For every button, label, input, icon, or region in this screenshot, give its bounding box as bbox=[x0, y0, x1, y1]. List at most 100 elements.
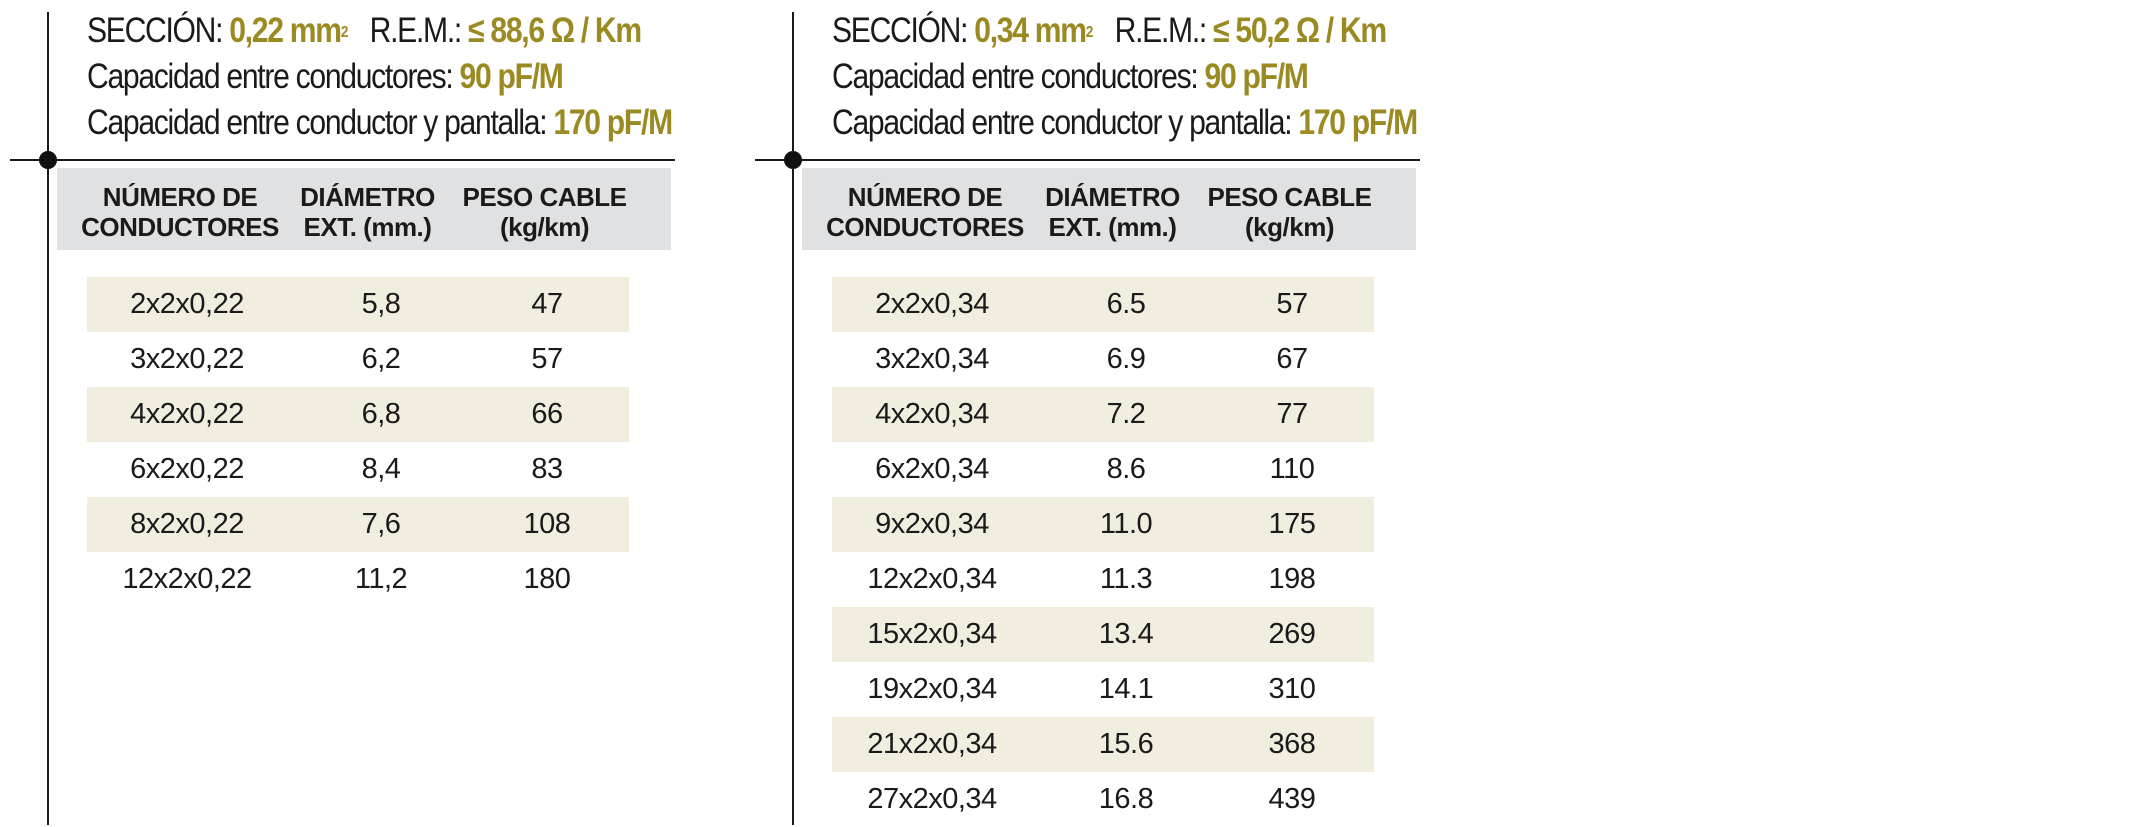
cable-spec-panel-034: SECCIÓN: 0,34 mm2 R.E.M.: ≤ 50,2 Ω / Km … bbox=[745, 0, 1445, 825]
table-row: 3x2x0,34 6.9 67 bbox=[832, 332, 1374, 387]
cell-conductors: 2x2x0,34 bbox=[875, 288, 989, 320]
cell-conductors: 12x2x0,34 bbox=[867, 563, 997, 595]
header-weight: PESO CABLE (kg/km) bbox=[1207, 182, 1372, 242]
cell-weight: 66 bbox=[531, 398, 563, 430]
bullet-dot bbox=[784, 151, 802, 169]
capacity-shield-value: 170 pF/M bbox=[553, 103, 673, 142]
capacity-conductors-value: 90 pF/M bbox=[459, 57, 564, 96]
capacity-shield-value: 170 pF/M bbox=[1298, 103, 1418, 142]
table-row: 2x2x0,22 5,8 47 bbox=[87, 277, 629, 332]
header-diameter: DIÁMETRO EXT. (mm.) bbox=[1045, 182, 1180, 242]
table-row: 8x2x0,22 7,6 108 bbox=[87, 497, 629, 552]
table-row: 12x2x0,22 11,2 180 bbox=[87, 552, 629, 607]
cell-conductors: 3x2x0,34 bbox=[875, 343, 989, 375]
cell-conductors: 3x2x0,22 bbox=[130, 343, 244, 375]
horizontal-rule bbox=[10, 159, 675, 161]
table-row: 4x2x0,34 7.2 77 bbox=[832, 387, 1374, 442]
cell-weight: 47 bbox=[531, 288, 563, 320]
cell-weight: 198 bbox=[1268, 563, 1316, 595]
cell-diameter: 5,8 bbox=[361, 288, 401, 320]
cell-diameter: 6,8 bbox=[361, 398, 401, 430]
cell-weight: 269 bbox=[1268, 618, 1316, 650]
cell-conductors: 2x2x0,22 bbox=[130, 288, 244, 320]
cell-conductors: 27x2x0,34 bbox=[867, 783, 997, 815]
spec-line-section: SECCIÓN: 0,34 mm2 R.E.M.: ≤ 50,2 Ω / Km bbox=[832, 10, 1387, 52]
capacity-conductors-label: Capacidad entre conductores: bbox=[832, 57, 1199, 96]
table-row: 19x2x0,34 14.1 310 bbox=[832, 662, 1374, 717]
rem-label: R.E.M.: bbox=[1114, 11, 1208, 50]
cell-weight: 77 bbox=[1276, 398, 1308, 430]
table-row: 12x2x0,34 11.3 198 bbox=[832, 552, 1374, 607]
cell-weight: 368 bbox=[1268, 728, 1316, 760]
cell-weight: 67 bbox=[1276, 343, 1308, 375]
bullet-dot bbox=[39, 151, 57, 169]
table-row: 4x2x0,22 6,8 66 bbox=[87, 387, 629, 442]
table-row: 6x2x0,34 8.6 110 bbox=[832, 442, 1374, 497]
header-diameter: DIÁMETRO EXT. (mm.) bbox=[300, 182, 435, 242]
cell-weight: 180 bbox=[523, 563, 571, 595]
cell-diameter: 6,2 bbox=[361, 343, 401, 375]
cell-conductors: 4x2x0,22 bbox=[130, 398, 244, 430]
cell-weight: 110 bbox=[1269, 453, 1315, 485]
spec-line-capacity-shield: Capacidad entre conductor y pantalla: 17… bbox=[832, 102, 1418, 144]
cell-diameter: 7.2 bbox=[1106, 398, 1146, 430]
spec-line-section: SECCIÓN: 0,22 mm2 R.E.M.: ≤ 88,6 Ω / Km bbox=[87, 10, 642, 52]
table-row: 3x2x0,22 6,2 57 bbox=[87, 332, 629, 387]
spec-line-capacity-conductors: Capacidad entre conductores: 90 pF/M bbox=[832, 56, 1309, 98]
cell-weight: 108 bbox=[523, 508, 571, 540]
cell-conductors: 8x2x0,22 bbox=[130, 508, 244, 540]
header-weight: PESO CABLE (kg/km) bbox=[462, 182, 627, 242]
cell-diameter: 8,4 bbox=[361, 453, 401, 485]
cell-diameter: 7,6 bbox=[361, 508, 401, 540]
cell-weight: 175 bbox=[1268, 508, 1316, 540]
table-row: 21x2x0,34 15.6 368 bbox=[832, 717, 1374, 772]
cable-spec-panel-022: SECCIÓN: 0,22 mm2 R.E.M.: ≤ 88,6 Ω / Km … bbox=[0, 0, 700, 825]
rem-value: ≤ 50,2 Ω / Km bbox=[1213, 11, 1387, 50]
cell-diameter: 11.3 bbox=[1099, 563, 1153, 595]
capacity-shield-label: Capacidad entre conductor y pantalla: bbox=[832, 103, 1293, 142]
horizontal-rule bbox=[755, 159, 1420, 161]
cell-diameter: 14.1 bbox=[1098, 673, 1154, 705]
table-header: NÚMERO DE CONDUCTORES DIÁMETRO EXT. (mm.) … bbox=[802, 168, 1416, 250]
capacity-conductors-value: 90 pF/M bbox=[1204, 57, 1309, 96]
section-label: SECCIÓN: bbox=[832, 11, 968, 50]
spec-line-capacity-conductors: Capacidad entre conductores: 90 pF/M bbox=[87, 56, 564, 98]
table-row: 15x2x0,34 13.4 269 bbox=[832, 607, 1374, 662]
table-header: NÚMERO DE CONDUCTORES DIÁMETRO EXT. (mm.) … bbox=[57, 168, 671, 250]
table-row: 27x2x0,34 16.8 439 bbox=[832, 772, 1374, 827]
cell-conductors: 6x2x0,22 bbox=[130, 453, 244, 485]
cell-diameter: 11,2 bbox=[354, 563, 408, 595]
cell-conductors: 15x2x0,34 bbox=[867, 618, 997, 650]
cell-diameter: 13.4 bbox=[1098, 618, 1154, 650]
section-label: SECCIÓN: bbox=[87, 11, 223, 50]
rem-label: R.E.M.: bbox=[369, 11, 463, 50]
vertical-rule bbox=[47, 12, 49, 825]
cell-diameter: 6.9 bbox=[1106, 343, 1146, 375]
cell-weight: 83 bbox=[531, 453, 563, 485]
cell-conductors: 4x2x0,34 bbox=[875, 398, 989, 430]
cell-conductors: 19x2x0,34 bbox=[867, 673, 997, 705]
cell-conductors: 9x2x0,34 bbox=[875, 508, 989, 540]
cell-diameter: 11.0 bbox=[1099, 508, 1153, 540]
cell-conductors: 21x2x0,34 bbox=[867, 728, 997, 760]
header-conductors: NÚMERO DE CONDUCTORES bbox=[826, 182, 1024, 242]
table-row: 6x2x0,22 8,4 83 bbox=[87, 442, 629, 497]
cell-weight: 57 bbox=[531, 343, 563, 375]
rem-value: ≤ 88,6 Ω / Km bbox=[468, 11, 642, 50]
cell-diameter: 8.6 bbox=[1106, 453, 1146, 485]
spec-line-capacity-shield: Capacidad entre conductor y pantalla: 17… bbox=[87, 102, 673, 144]
cell-weight: 439 bbox=[1268, 783, 1316, 815]
capacity-shield-label: Capacidad entre conductor y pantalla: bbox=[87, 103, 548, 142]
vertical-rule bbox=[792, 12, 794, 825]
cell-weight: 310 bbox=[1268, 673, 1316, 705]
capacity-conductors-label: Capacidad entre conductores: bbox=[87, 57, 454, 96]
header-conductors: NÚMERO DE CONDUCTORES bbox=[81, 182, 279, 242]
section-value: 0,22 mm2 bbox=[229, 11, 348, 50]
cell-weight: 57 bbox=[1276, 288, 1308, 320]
cell-conductors: 6x2x0,34 bbox=[875, 453, 989, 485]
cell-diameter: 16.8 bbox=[1098, 783, 1154, 815]
section-value: 0,34 mm2 bbox=[974, 11, 1093, 50]
table-row: 9x2x0,34 11.0 175 bbox=[832, 497, 1374, 552]
cell-conductors: 12x2x0,22 bbox=[122, 563, 252, 595]
cell-diameter: 6.5 bbox=[1106, 288, 1146, 320]
